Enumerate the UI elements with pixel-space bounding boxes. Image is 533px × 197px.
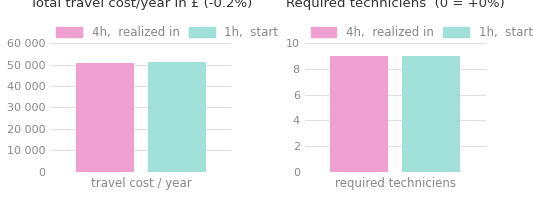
Bar: [148, 62, 206, 172]
Legend: 4h,  realized in, 1h,  start: 4h, realized in, 1h, start: [56, 26, 279, 39]
Legend: 4h,  realized in, 1h,  start: 4h, realized in, 1h, start: [311, 26, 533, 39]
X-axis label: travel cost / year: travel cost / year: [91, 177, 191, 190]
Title: Required techniciens  (0 = +0%): Required techniciens (0 = +0%): [286, 0, 505, 10]
Title: Total travel cost/year in £ (-0.2%): Total travel cost/year in £ (-0.2%): [30, 0, 252, 10]
Bar: [402, 56, 461, 172]
Bar: [330, 56, 388, 172]
Bar: [76, 63, 134, 172]
X-axis label: required techniciens: required techniciens: [335, 177, 456, 190]
